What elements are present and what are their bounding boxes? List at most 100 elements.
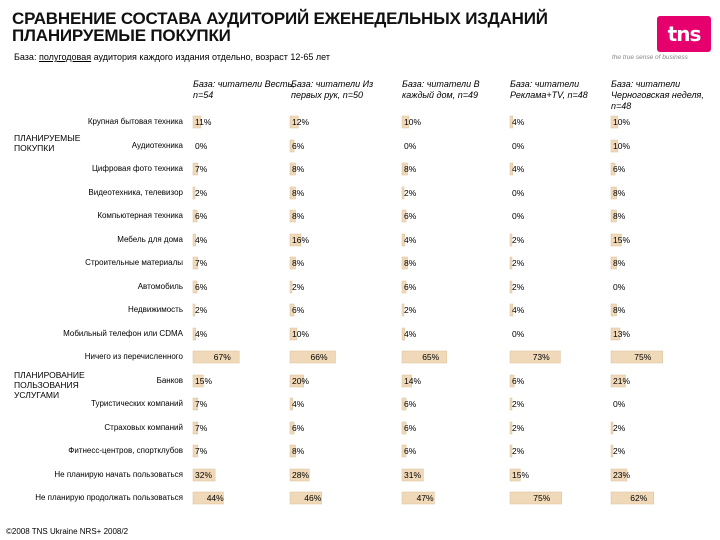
row-label: Мебель для дома (117, 235, 183, 244)
bar (610, 209, 617, 223)
bar (192, 280, 198, 294)
bar (610, 444, 614, 458)
bar (289, 350, 336, 364)
data-label: 62% (630, 493, 647, 503)
bar (289, 280, 293, 294)
data-label: 0% (512, 211, 525, 221)
bar (401, 162, 408, 176)
bar (192, 186, 196, 200)
data-label: 10% (404, 117, 421, 127)
bar (401, 256, 408, 270)
data-label: 2% (512, 446, 525, 456)
bar (401, 303, 405, 317)
data-label: 0% (613, 399, 626, 409)
data-label: 7% (195, 446, 208, 456)
data-label: 4% (404, 329, 417, 339)
bar (289, 162, 296, 176)
data-label: 21% (613, 376, 630, 386)
bar (192, 327, 197, 341)
data-label: 7% (195, 423, 208, 433)
bar (509, 374, 515, 388)
data-label: 28% (292, 470, 309, 480)
data-label: 14% (404, 376, 421, 386)
data-label: 4% (512, 117, 525, 127)
bar (610, 233, 622, 247)
data-label: 6% (195, 211, 208, 221)
bar (289, 139, 295, 153)
data-label: 10% (613, 117, 630, 127)
data-label: 6% (292, 423, 305, 433)
data-label: 47% (417, 493, 434, 503)
row-label: Фитнесс-центров, спортклубов (68, 446, 183, 455)
bar (509, 303, 514, 317)
row-label: Мобильный телефон или CDMA (63, 329, 183, 338)
data-label: 11% (195, 117, 212, 127)
data-label: 8% (292, 211, 305, 221)
data-label: 4% (195, 329, 208, 339)
data-label: 65% (422, 352, 439, 362)
tns-logo: tns (657, 16, 711, 52)
data-label: 8% (404, 164, 417, 174)
data-label: 8% (613, 211, 626, 221)
bar (610, 468, 628, 482)
bar (610, 421, 614, 435)
data-label: 44% (207, 493, 224, 503)
bar (509, 256, 513, 270)
data-label: 4% (512, 305, 525, 315)
row-label: Ничего из перечисленного (84, 352, 183, 361)
bar (401, 233, 406, 247)
bar (401, 209, 407, 223)
bar (192, 115, 201, 129)
bar (509, 350, 561, 364)
data-label: 2% (512, 423, 525, 433)
data-label: 10% (292, 329, 309, 339)
data-label: 10% (613, 141, 630, 151)
data-label: 8% (613, 258, 626, 268)
data-label: 0% (195, 141, 208, 151)
subtitle-underlined: полугодовая (38, 52, 92, 62)
bar (509, 421, 513, 435)
row-label: Не планирую начать пользоваться (54, 470, 183, 479)
data-label: 8% (292, 446, 305, 456)
data-label: 23% (613, 470, 630, 480)
data-label: 13% (613, 329, 630, 339)
data-label: 2% (512, 399, 525, 409)
data-label: 6% (404, 282, 417, 292)
bar (610, 350, 663, 364)
bar (289, 468, 310, 482)
column-header-2: База: читатели Из первых рук, n=50 (291, 79, 374, 100)
subtitle-prefix: База: (14, 52, 39, 62)
section-label-2: ПЛАНИРОВАНИЕ ПОЛЬЗОВАНИЯ УСЛУГАМИ (14, 370, 85, 400)
row-label: Страховых компаний (104, 423, 183, 432)
data-label: 75% (533, 493, 550, 503)
data-label: 31% (404, 470, 421, 480)
data-label: 7% (195, 164, 208, 174)
bar (401, 280, 407, 294)
bar (289, 186, 296, 200)
bar (192, 256, 199, 270)
data-label: 4% (195, 235, 208, 245)
bar (610, 256, 617, 270)
bar (509, 280, 513, 294)
bar (192, 350, 240, 364)
bar (192, 209, 198, 223)
row-label: Компьютерная техника (97, 211, 183, 220)
bar (192, 421, 199, 435)
bar (610, 115, 619, 129)
data-label: 6% (613, 164, 626, 174)
bar (610, 162, 616, 176)
data-label: 2% (512, 235, 525, 245)
data-label: 46% (304, 493, 321, 503)
row-label: Не планирую продолжать пользоваться (35, 493, 183, 502)
bar (192, 162, 199, 176)
bar (289, 327, 298, 341)
page-title: СРАВНЕНИЕ СОСТАВА АУДИТОРИЙ ЕЖЕНЕДЕЛЬНЫХ… (12, 10, 548, 44)
bar (289, 374, 305, 388)
column-header-4: База: читатели Реклама+TV, n=48 (510, 79, 588, 100)
data-label: 16% (292, 235, 309, 245)
bar (610, 491, 655, 505)
data-label: 8% (613, 188, 626, 198)
data-label: 2% (195, 305, 208, 315)
subtitle: База: полугодовая аудитория каждого изда… (14, 52, 330, 62)
